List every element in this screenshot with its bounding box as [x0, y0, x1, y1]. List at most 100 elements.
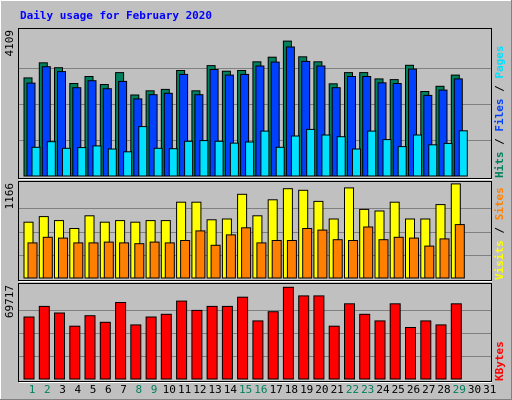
- day-label-6: 6: [105, 383, 112, 396]
- bar-sites-day-23: [363, 226, 374, 279]
- legend: KBytes: [493, 341, 506, 381]
- bar-files-day-5: [87, 80, 97, 177]
- bar-kbytes-day-16: [252, 320, 264, 380]
- panel-3: 69717 KBytes: [3, 283, 506, 383]
- ymax-label: 1166: [3, 183, 16, 210]
- bar-pages-day-12: [199, 140, 209, 177]
- bar-kbytes-day-7: [115, 302, 127, 380]
- bar-pages-day-3: [62, 147, 71, 177]
- day-label-16: 16: [254, 383, 267, 396]
- legend: Visits / Sites: [493, 187, 506, 280]
- bar-sites-day-29: [454, 224, 465, 279]
- bar-kbytes-day-12: [191, 309, 203, 380]
- chart-title: Daily usage for February 2020: [20, 9, 212, 22]
- bar-sites-day-5: [88, 242, 99, 279]
- bar-files-day-11: [179, 73, 189, 177]
- bar-kbytes-day-26: [405, 327, 416, 380]
- bar-sites-day-14: [225, 234, 236, 279]
- bar-kbytes-day-15: [237, 296, 249, 380]
- day-label-30: 30: [468, 383, 481, 396]
- day-label-23: 23: [361, 383, 374, 396]
- bar-files-day-3: [57, 71, 66, 177]
- bar-pages-day-25: [397, 146, 407, 177]
- bar-sites-day-28: [439, 238, 450, 279]
- bar-kbytes-day-3: [54, 312, 65, 380]
- bar-kbytes-day-25: [389, 303, 401, 380]
- day-label-21: 21: [331, 383, 344, 396]
- bar-pages-day-14: [229, 142, 239, 177]
- bar-kbytes-day-2: [38, 305, 50, 380]
- bar-sites-day-19: [302, 228, 313, 279]
- bar-files-day-23: [362, 76, 372, 177]
- bar-files-day-25: [392, 83, 402, 177]
- bar-pages-day-1: [31, 146, 41, 177]
- day-label-22: 22: [346, 383, 359, 396]
- bar-pages-day-27: [428, 144, 438, 177]
- bar-kbytes-day-8: [130, 324, 142, 380]
- day-label-31: 31: [483, 383, 496, 396]
- bar-files-day-22: [347, 76, 356, 177]
- bar-pages-day-22: [352, 148, 361, 177]
- bar-kbytes-day-21: [328, 325, 340, 380]
- bar-sites-day-13: [210, 244, 221, 279]
- bar-pages-day-2: [46, 141, 56, 177]
- bar-kbytes-day-14: [221, 305, 233, 380]
- bar-kbytes-day-13: [206, 305, 218, 380]
- bar-files-day-12: [194, 94, 204, 177]
- day-label-26: 26: [407, 383, 420, 396]
- bar-kbytes-day-19: [298, 295, 310, 380]
- bar-files-day-10: [163, 92, 173, 177]
- bar-kbytes-day-24: [374, 320, 386, 380]
- bar-files-day-17: [270, 61, 280, 177]
- legend-/: /: [493, 220, 506, 240]
- bar-sites-day-10: [164, 242, 175, 279]
- bar-sites-day-12: [195, 230, 206, 279]
- legend-/: /: [493, 132, 506, 152]
- bar-files-day-24: [377, 82, 387, 177]
- bar-files-day-1: [26, 82, 36, 177]
- bar-pages-day-8: [138, 126, 148, 177]
- day-label-24: 24: [376, 383, 390, 396]
- bar-pages-day-26: [413, 134, 422, 177]
- legend-files: Files: [493, 99, 506, 132]
- bar-pages-day-20: [321, 134, 331, 177]
- panel-2: 1166 Visits / Sites: [3, 181, 506, 282]
- bar-pages-day-16: [260, 130, 270, 177]
- day-label-9: 9: [151, 383, 158, 396]
- day-label-25: 25: [392, 383, 405, 396]
- bar-files-day-7: [118, 80, 128, 177]
- day-label-13: 13: [208, 383, 221, 396]
- bar-sites-day-26: [409, 237, 419, 279]
- bar-sites-day-6: [103, 241, 114, 279]
- bar-kbytes-day-23: [359, 313, 371, 380]
- bar-sites-day-11: [180, 240, 191, 279]
- bar-sites-day-17: [271, 240, 282, 279]
- bar-sites-day-18: [286, 240, 297, 279]
- bar-pages-day-11: [184, 140, 194, 177]
- bar-pages-day-24: [382, 139, 392, 177]
- legend-sites: Sites: [493, 187, 506, 220]
- bar-pages-day-29: [458, 130, 468, 177]
- day-label-8: 8: [135, 383, 142, 396]
- day-label-3: 3: [59, 383, 66, 396]
- bar-files-day-29: [453, 78, 463, 177]
- bar-sites-day-16: [256, 242, 267, 279]
- day-label-20: 20: [315, 383, 328, 396]
- panel-1: 4109 Hits / Files / Pages: [3, 28, 506, 180]
- bar-sites-day-8: [134, 243, 145, 279]
- day-label-10: 10: [163, 383, 176, 396]
- bar-files-day-15: [240, 73, 250, 177]
- bar-kbytes-day-17: [267, 311, 279, 380]
- bar-kbytes-day-28: [435, 324, 447, 380]
- legend: Hits / Files / Pages: [493, 46, 506, 179]
- bar-files-day-26: [408, 68, 417, 177]
- bar-files-day-9: [148, 94, 158, 177]
- bar-files-day-27: [423, 94, 433, 177]
- bar-pages-day-18: [290, 135, 300, 177]
- bar-sites-day-7: [119, 242, 130, 279]
- day-label-17: 17: [270, 383, 283, 396]
- bar-kbytes-day-18: [282, 286, 294, 380]
- legend-/: /: [493, 79, 506, 99]
- bar-files-day-14: [224, 74, 234, 177]
